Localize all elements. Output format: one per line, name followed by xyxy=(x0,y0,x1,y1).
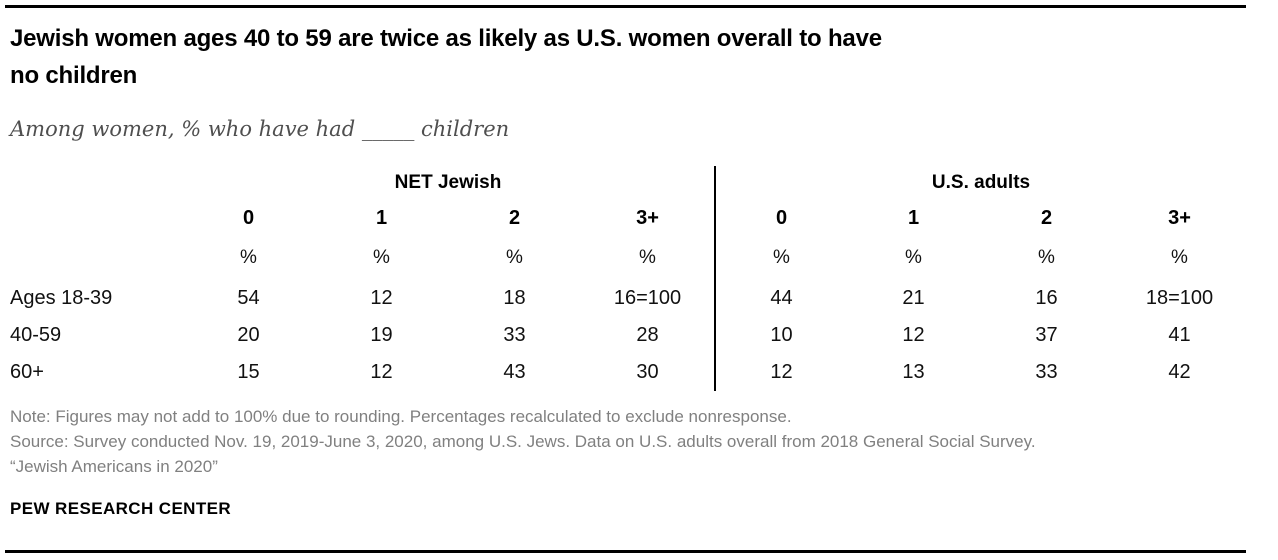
row-label: Ages 18-39 xyxy=(10,287,113,309)
percent-row-spacer xyxy=(10,236,182,280)
percent-symbol: % xyxy=(1038,247,1055,268)
data-cell: 54 xyxy=(237,287,260,309)
data-cell: 43 xyxy=(503,361,526,383)
group-row-spacer xyxy=(10,166,182,200)
col-header-jewish-3plus: 3+ xyxy=(636,207,659,229)
col-header-us-2: 2 xyxy=(1040,207,1053,229)
data-cell: 42 xyxy=(1168,361,1191,383)
page-title: Jewish women ages 40 to 59 are twice as … xyxy=(10,25,882,89)
data-cell: 41 xyxy=(1168,324,1191,346)
note-line: Note: Figures may not add to 100% due to… xyxy=(10,407,792,426)
pew-research-center-wordmark: PEW RESEARCH CENTER xyxy=(10,499,232,518)
group-header-us-adults: U.S. adults xyxy=(714,166,1246,200)
col-header-jewish-1: 1 xyxy=(375,207,388,229)
data-table: NET Jewish U.S. adults 0 1 2 3+ 0 1 2 3+… xyxy=(10,166,1246,391)
source-line: Source: Survey conducted Nov. 19, 2019-J… xyxy=(10,432,1036,451)
data-cell: 20 xyxy=(237,324,260,346)
data-cell: 13 xyxy=(902,361,925,383)
data-cell: 16=100 xyxy=(613,287,682,309)
data-cell: 12 xyxy=(370,287,393,309)
header-row-spacer xyxy=(10,200,182,236)
data-cell: 18 xyxy=(503,287,526,309)
percent-symbol: % xyxy=(1171,247,1188,268)
data-cell: 37 xyxy=(1035,324,1058,346)
data-cell: 30 xyxy=(636,361,659,383)
data-cell: 33 xyxy=(503,324,526,346)
group-header-net-jewish: NET Jewish xyxy=(394,172,502,193)
data-cell: 12 xyxy=(902,324,925,346)
col-header-us-0: 0 xyxy=(714,200,847,236)
data-cell: 10 xyxy=(714,317,847,354)
bottom-divider-rule xyxy=(5,550,1246,553)
col-header-jewish-2: 2 xyxy=(508,207,521,229)
row-label: 40-59 xyxy=(10,324,62,346)
percent-symbol: % xyxy=(714,236,847,280)
data-cell: 33 xyxy=(1035,361,1058,383)
data-cell: 18=100 xyxy=(1145,287,1214,309)
data-cell: 12 xyxy=(370,361,393,383)
percent-symbol: % xyxy=(240,247,257,268)
data-cell: 21 xyxy=(902,287,925,309)
percent-symbol: % xyxy=(373,247,390,268)
report-title-line: “Jewish Americans in 2020” xyxy=(10,457,218,476)
percent-symbol: % xyxy=(506,247,523,268)
data-cell: 12 xyxy=(714,354,847,391)
data-cell: 28 xyxy=(636,324,659,346)
data-cell: 15 xyxy=(237,361,260,383)
col-header-us-3plus: 3+ xyxy=(1168,207,1191,229)
col-header-us-1: 1 xyxy=(907,207,920,229)
percent-symbol: % xyxy=(639,247,656,268)
data-cell: 44 xyxy=(714,280,847,317)
data-cell: 16 xyxy=(1035,287,1058,309)
col-header-jewish-0: 0 xyxy=(242,207,255,229)
percent-symbol: % xyxy=(905,247,922,268)
data-cell: 19 xyxy=(370,324,393,346)
row-label: 60+ xyxy=(10,361,44,383)
footnotes: Note: Figures may not add to 100% due to… xyxy=(10,404,1036,479)
top-divider-rule xyxy=(5,5,1246,8)
chart-subtitle: Among women, % who have had _____ childr… xyxy=(10,117,510,141)
